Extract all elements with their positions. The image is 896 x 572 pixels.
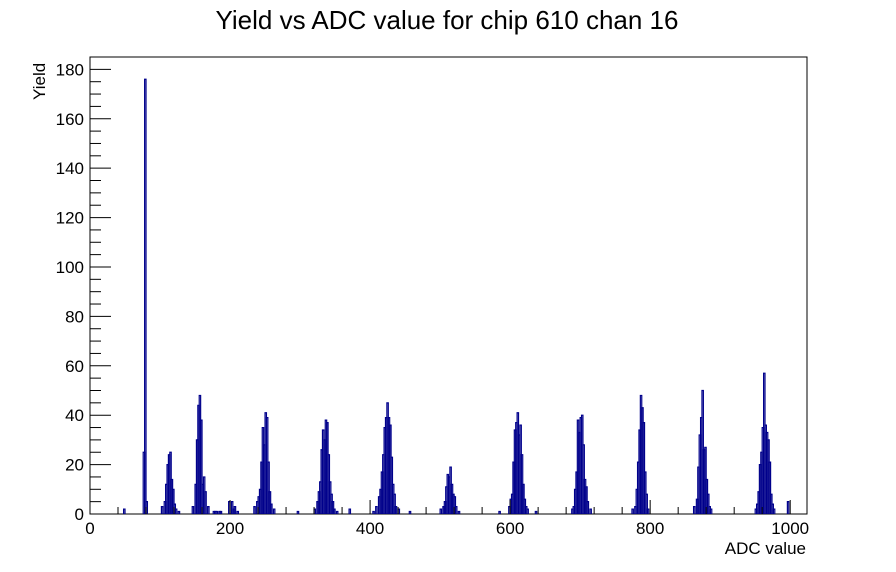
x-tick-label: 200	[216, 519, 244, 538]
histogram-bin	[348, 508, 352, 514]
histogram-bin	[331, 501, 335, 514]
histogram-bars	[123, 78, 790, 514]
y-tick-label: 180	[56, 60, 84, 79]
histogram-bin	[372, 510, 375, 514]
histogram-bin	[219, 510, 223, 514]
histogram-bin	[270, 503, 273, 514]
y-tick-label: 40	[65, 406, 84, 425]
histogram-bin	[709, 508, 713, 514]
y-tick-label: 160	[56, 110, 84, 129]
x-tick-label: 800	[636, 519, 664, 538]
histogram-bin	[706, 493, 710, 514]
histogram-bin	[174, 508, 178, 514]
histogram-bin	[498, 510, 501, 514]
histogram-bin	[253, 505, 256, 514]
histogram-bin	[692, 505, 696, 514]
x-tick-label: 1000	[771, 519, 809, 538]
histogram-bin	[526, 508, 529, 514]
histogram-bin	[453, 496, 457, 514]
histogram-bin	[646, 508, 650, 514]
histogram-bin	[786, 501, 790, 514]
y-tick-label: 60	[65, 357, 84, 376]
y-tick-label: 140	[56, 159, 84, 178]
histogram-bin	[233, 505, 237, 514]
histogram-bin	[394, 505, 398, 514]
histogram-bin	[230, 501, 234, 514]
histogram-bin	[207, 505, 210, 514]
chart-title: Yield vs ADC value for chip 610 chan 16	[216, 5, 679, 35]
y-axis: 0 20 40 60 80 100 120 140 160 180	[56, 56, 111, 524]
histogram-bin	[236, 510, 240, 514]
histogram-bin	[191, 505, 195, 514]
histogram-bin	[631, 508, 634, 514]
histogram-bin	[123, 508, 126, 514]
y-axis-label: Yield	[30, 63, 49, 100]
x-tick-label: 0	[85, 519, 94, 538]
histogram-bin	[272, 508, 276, 514]
histogram-bin	[268, 491, 272, 514]
histogram-bin	[177, 510, 181, 514]
histogram-bin	[454, 505, 458, 514]
y-tick-label: 0	[75, 505, 84, 524]
histogram-bin	[586, 501, 590, 514]
histogram-bin	[375, 505, 378, 514]
histogram-bin	[534, 510, 538, 514]
histogram-bin	[296, 510, 300, 514]
histogram-bin	[645, 493, 648, 514]
histogram-bin	[172, 488, 175, 514]
histogram-bin	[393, 493, 396, 514]
y-tick-label: 120	[56, 209, 84, 228]
histogram-bin	[144, 78, 147, 514]
x-tick-label: 400	[356, 519, 384, 538]
y-tick-label: 100	[56, 258, 84, 277]
histogram-bin	[335, 510, 339, 514]
histogram-bin	[160, 505, 164, 514]
histogram-bin	[589, 508, 592, 514]
y-tick-label: 80	[65, 307, 84, 326]
x-tick-label: 600	[496, 519, 524, 538]
histogram-bin	[768, 461, 772, 514]
histogram-bin	[204, 491, 207, 514]
histogram-bin	[439, 508, 443, 514]
histogram-bin	[333, 508, 336, 514]
histogram-bin	[457, 510, 461, 514]
y-tick-label: 20	[65, 456, 84, 475]
x-axis: 0 200 400 600 800 1000	[85, 500, 809, 538]
x-axis-label: ADC value	[725, 539, 806, 558]
histogram-bin	[772, 508, 776, 514]
histogram-bin	[642, 422, 646, 514]
histogram-bin	[200, 419, 203, 514]
histogram-bin	[643, 471, 647, 514]
histogram-bin	[215, 510, 219, 514]
histogram-bin	[267, 461, 270, 514]
histogram-bin	[585, 486, 588, 514]
histogram-bin	[408, 510, 412, 514]
